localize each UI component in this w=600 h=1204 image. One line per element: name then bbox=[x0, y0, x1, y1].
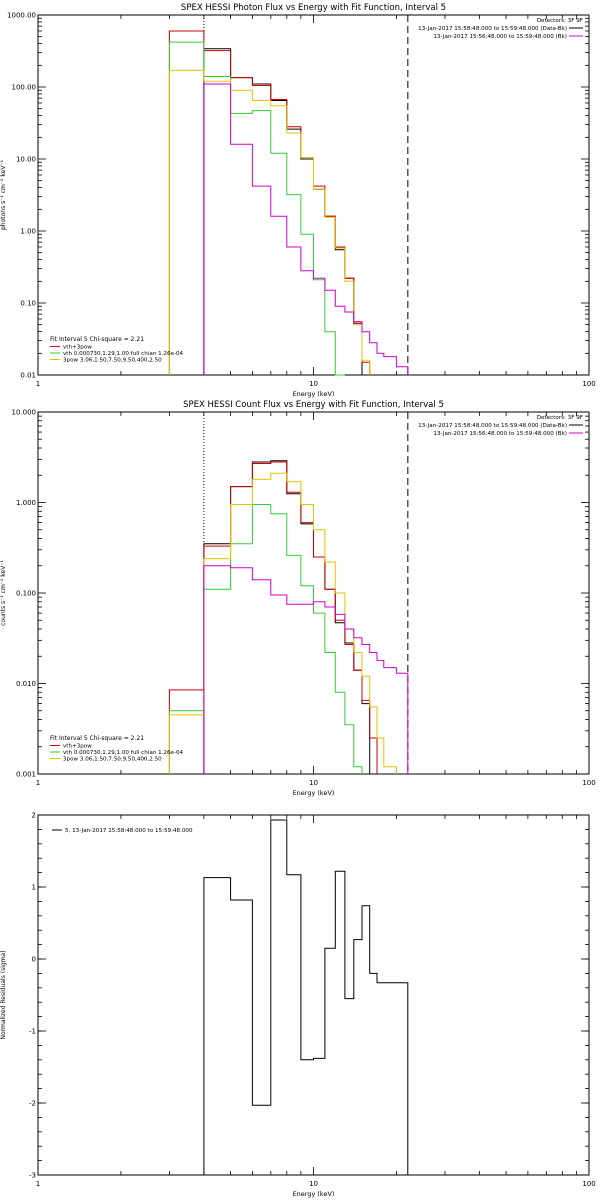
y-tick-label: 1.000 bbox=[16, 499, 36, 507]
x-tick-label: 100 bbox=[582, 380, 595, 388]
x-tick-label: 1 bbox=[36, 380, 40, 388]
series-line-3 bbox=[168, 504, 363, 774]
plot-frame bbox=[37, 14, 590, 376]
x-axis-label: Energy (keV) bbox=[293, 390, 335, 398]
legend-label: 3pow 3.06,1.50,7.50,9.50,400,2.50 bbox=[63, 358, 162, 364]
header-text: 13-Jan-2017 15:56:48.000 to 15:59:48.000… bbox=[433, 34, 567, 40]
series-line-3 bbox=[168, 41, 345, 376]
y-tick-label: 0.100 bbox=[16, 590, 36, 598]
plot-frame bbox=[37, 814, 590, 1176]
header-text: Detectors: 3F 9F bbox=[537, 18, 583, 24]
y-axis-label: photons s⁻¹ cm⁻² keV⁻¹ bbox=[0, 159, 7, 230]
series-line-1 bbox=[203, 819, 409, 1175]
y-tick-label: -1 bbox=[29, 1028, 36, 1036]
y-tick-label: 0.010 bbox=[16, 680, 36, 688]
chart-title: SPEX HESSI Count Flux vs Energy with Fit… bbox=[183, 400, 444, 410]
legend-header: Fit Interval 5 Chi-square = 2.21 bbox=[50, 735, 144, 742]
x-tick-label: 10 bbox=[309, 380, 318, 388]
x-tick-label: 100 bbox=[582, 779, 595, 787]
chart-title: SPEX HESSI Photon Flux vs Energy with Fi… bbox=[181, 3, 446, 13]
y-tick-label: 1000.00 bbox=[7, 12, 36, 20]
legend-label: vth+3pow bbox=[63, 744, 92, 750]
legend-label: vth 0.000730,1.29,1.00 full chian 1.26e-… bbox=[63, 750, 184, 756]
header-text: 13-Jan-2017 15:58:48.000 to 15:59:48.000… bbox=[418, 423, 567, 429]
chart-panel-2: 1 10 100 0.001 0.010 0.100 1.000 10.000 SPEX HES… bbox=[0, 400, 596, 797]
chart-panel-1: 1 10 100 0.01 0.10 1.00 10.00 100.00 1000.00 SPEX… bbox=[0, 3, 596, 398]
y-tick-label: 10.00 bbox=[16, 156, 36, 164]
y-tick-label: 0.10 bbox=[20, 300, 36, 308]
chart-panel-3: 1 10 100 -3 -2 -1 0 1 2 Energy (keV) Normalized Re… bbox=[0, 812, 596, 1199]
legend-header: Fit Interval 5 Chi-square = 2.21 bbox=[50, 336, 144, 343]
header-text: Detectors: 3F 9F bbox=[537, 415, 583, 421]
y-tick-label: 0 bbox=[32, 956, 36, 964]
x-tick-label: 10 bbox=[309, 1180, 318, 1188]
legend-label: 3pow 3.06,1.50,7.50,9.50,400,2.50 bbox=[63, 757, 162, 763]
x-tick-label: 10 bbox=[309, 779, 318, 787]
x-axis-label: Energy (keV) bbox=[293, 1190, 335, 1198]
legend-label: vth+3pow bbox=[63, 345, 92, 351]
y-axis-label: Normalized Residuals (sigma) bbox=[0, 950, 7, 1039]
y-axis-label: counts s⁻¹ cm⁻² keV⁻¹ bbox=[0, 560, 7, 626]
y-tick-label: 10.000 bbox=[12, 409, 37, 417]
x-axis-label: Energy (keV) bbox=[293, 789, 335, 797]
series-line-4 bbox=[168, 69, 371, 375]
legend-label: 5, 13-Jan-2017 15:58:48.000 to 15:59:48.… bbox=[65, 828, 193, 834]
y-tick-label: 0.001 bbox=[16, 771, 36, 779]
series-line-1 bbox=[203, 48, 363, 375]
series-line-4 bbox=[168, 472, 397, 774]
y-tick-label: 0.01 bbox=[20, 372, 36, 380]
header-text: 13-Jan-2017 15:56:48.000 to 15:59:48.000… bbox=[433, 431, 567, 437]
y-tick-label: 100.00 bbox=[12, 84, 37, 92]
x-tick-label: 1 bbox=[36, 1180, 40, 1188]
y-tick-label: 1 bbox=[32, 884, 36, 892]
series-line-5 bbox=[203, 83, 409, 375]
series-line-5 bbox=[203, 565, 409, 774]
y-tick-label: -2 bbox=[29, 1100, 36, 1108]
header-text: 13-Jan-2017 15:58:48.000 to 15:59:48.000… bbox=[418, 26, 567, 32]
series-line-2 bbox=[168, 30, 371, 375]
legend-label: vth 0.000730,1.29,1.00 full chian 1.26e-… bbox=[63, 351, 184, 357]
y-tick-label: 2 bbox=[32, 812, 36, 820]
x-tick-label: 100 bbox=[582, 1180, 595, 1188]
x-tick-label: 1 bbox=[36, 779, 40, 787]
y-tick-label: 1.00 bbox=[20, 228, 36, 236]
y-tick-label: -3 bbox=[29, 1172, 36, 1180]
series-line-2 bbox=[168, 461, 378, 774]
